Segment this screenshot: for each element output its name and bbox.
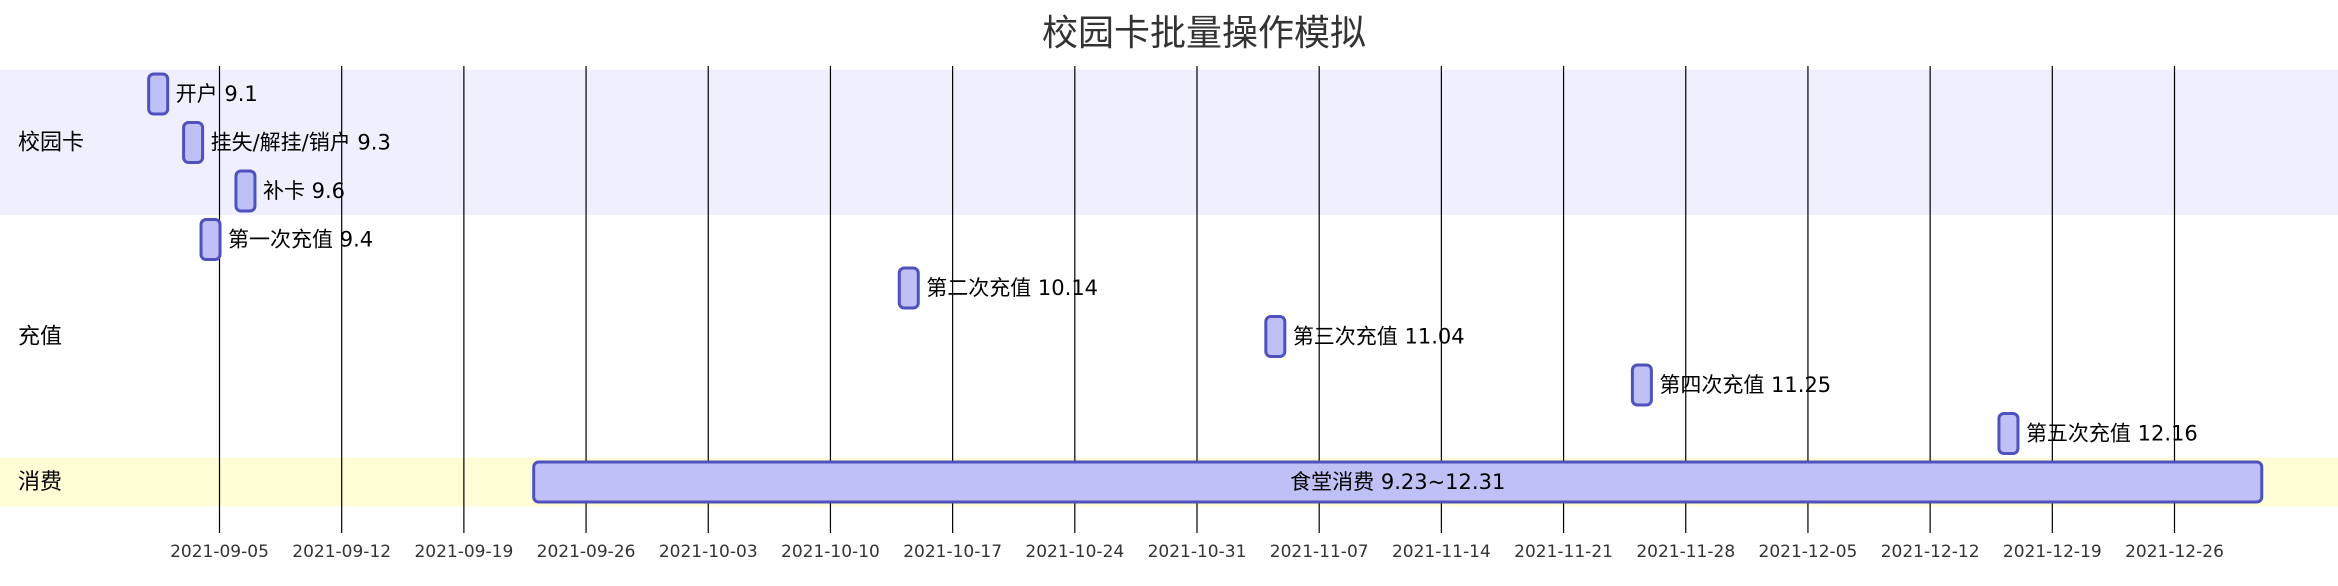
x-tick-label: 2021-11-07 bbox=[1270, 542, 1369, 562]
x-tick-label: 2021-11-28 bbox=[1636, 542, 1735, 562]
x-tick-label: 2021-11-14 bbox=[1392, 542, 1491, 562]
x-tick-label: 2021-12-19 bbox=[2003, 542, 2102, 562]
task-bar bbox=[199, 218, 222, 261]
task-bar bbox=[147, 72, 170, 116]
chart-title: 校园卡批量操作模拟 bbox=[1042, 13, 1366, 54]
task-label: 第二次充值 10.14 bbox=[926, 276, 1098, 300]
x-tick-label: 2021-10-03 bbox=[659, 542, 758, 562]
x-tick-label: 2021-09-05 bbox=[170, 542, 269, 562]
task-bar bbox=[1997, 412, 2020, 455]
x-tick-label: 2021-12-26 bbox=[2125, 542, 2224, 562]
x-tick-label: 2021-10-24 bbox=[1025, 542, 1124, 562]
task-bar bbox=[1264, 315, 1287, 358]
x-tick-label: 2021-10-31 bbox=[1148, 542, 1247, 562]
task-label: 补卡 9.6 bbox=[263, 179, 345, 203]
x-tick-label: 2021-09-19 bbox=[414, 542, 513, 562]
section-band-1 bbox=[0, 69, 2338, 216]
task-bar bbox=[532, 460, 2264, 504]
task-bar bbox=[1630, 363, 1653, 407]
date-grid bbox=[218, 66, 2176, 533]
x-tick-label: 2021-12-05 bbox=[1759, 542, 1858, 562]
section-band-2 bbox=[0, 215, 2338, 458]
x-tick-label: 2021-09-12 bbox=[292, 542, 391, 562]
task-label: 开户 9.1 bbox=[176, 82, 258, 106]
task-bars: 开户 9.1 挂失/解挂/销户 9.3 补卡 9.6 第一次充值 9.4 第二次充值 1… bbox=[147, 72, 2264, 504]
task-label: 第三次充值 11.04 bbox=[1293, 325, 1465, 349]
x-tick-label: 2021-11-21 bbox=[1514, 542, 1613, 562]
task-label: 第五次充值 12.16 bbox=[2026, 422, 2198, 446]
task-bar bbox=[182, 121, 205, 164]
task-bar bbox=[897, 266, 920, 310]
x-tick-label: 2021-09-26 bbox=[537, 542, 636, 562]
x-tick-label: 2021-10-17 bbox=[903, 542, 1002, 562]
task-label: 挂失/解挂/销户 9.3 bbox=[211, 131, 391, 155]
x-tick-label: 2021-12-12 bbox=[1881, 542, 1980, 562]
section-bands bbox=[0, 69, 2338, 507]
x-tick-label: 2021-10-10 bbox=[781, 542, 880, 562]
task-label: 第四次充值 11.25 bbox=[1659, 373, 1831, 397]
section-label: 充值 bbox=[18, 325, 62, 350]
task-label: 食堂消费 9.23~12.31 bbox=[1290, 470, 1505, 494]
section-label: 消费 bbox=[18, 470, 62, 495]
section-label: 校园卡 bbox=[18, 131, 84, 156]
task-bar bbox=[234, 169, 257, 213]
task-label: 第一次充值 9.4 bbox=[228, 228, 373, 252]
x-axis-ticks: 2021-09-05 2021-09-12 2021-09-19 2021-09-26… bbox=[170, 542, 2224, 562]
